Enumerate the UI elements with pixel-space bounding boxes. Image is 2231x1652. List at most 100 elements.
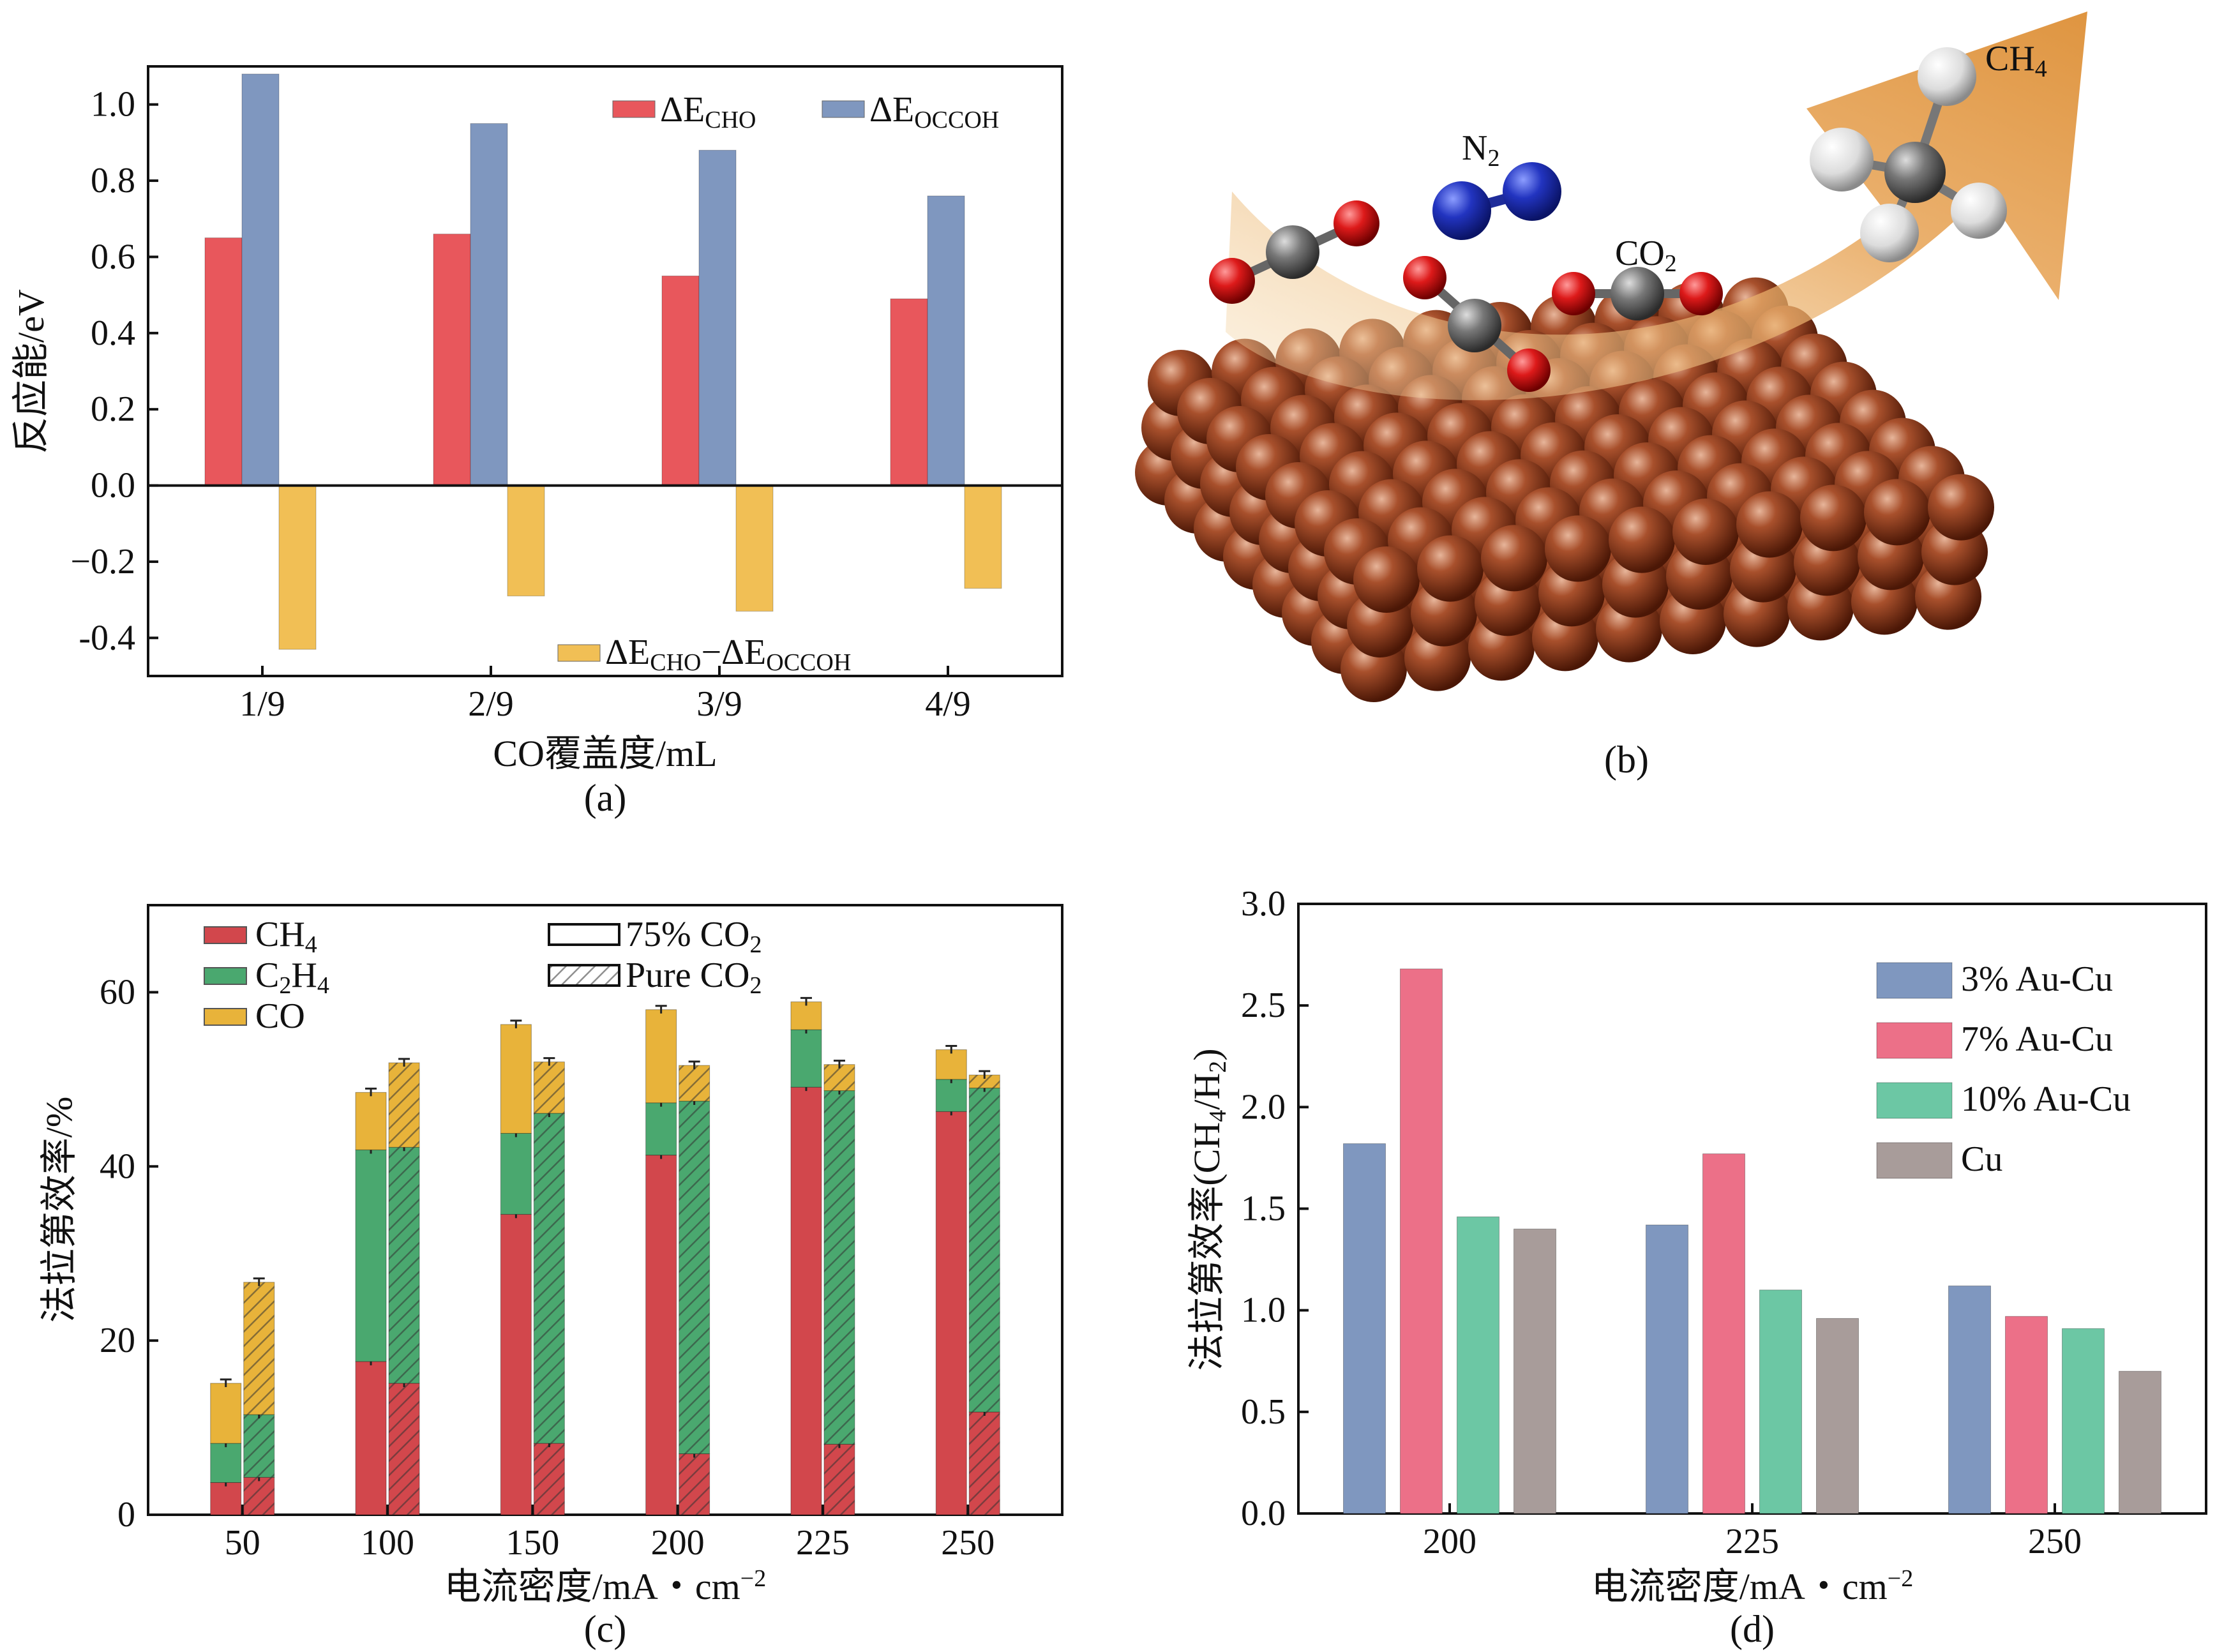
bar-200-7-au-cu (1400, 968, 1443, 1514)
x-tick-label: 250 (2028, 1522, 2082, 1561)
legend-label-cu: Cu (1961, 1139, 2002, 1179)
y-tick-label: 3.0 (1241, 884, 1286, 924)
x-tick-label: 4/9 (925, 684, 971, 724)
cu-atom (1353, 546, 1420, 613)
bar-3-9-e-occoh (698, 149, 737, 486)
bar-4-9-e-occoh (927, 195, 965, 486)
legend-label-10-au-cu: 10% Au-Cu (1961, 1079, 2131, 1119)
x-tick-label: 100 (361, 1523, 414, 1563)
x-tick-label: 225 (1725, 1522, 1779, 1561)
bar-hatch-overlay (679, 1065, 710, 1101)
bar-hatch-overlay (243, 1415, 274, 1478)
bar-225-75-c2h4 (790, 1029, 822, 1088)
cu-atom (1800, 484, 1867, 552)
bar-1-9-e-cho (204, 237, 243, 486)
bar-225-75-ch4 (790, 1086, 822, 1515)
legend-swatch-7-au-cu (1876, 1022, 1953, 1059)
panel-c-x-ticks: 50 100 150 200 225 250 (225, 1505, 995, 1563)
bar-225-3-au-cu (1646, 1224, 1688, 1514)
bar-3-9-e-cho-e-occoh (735, 485, 774, 612)
legend-label-c2h4: C2H4 (255, 956, 329, 999)
legend-swatch-co (204, 1008, 247, 1026)
bar-100-75-ch4 (355, 1361, 387, 1515)
panel-a-y-label: 反应能/eV (10, 289, 52, 454)
panel-c: 0 20 40 60 50 100 150 200 225 250 CH4 C2H4 CO 75… (38, 904, 1063, 1650)
cu-atom (1864, 479, 1930, 546)
x-tick-label: 3/9 (696, 684, 742, 724)
bar-225-75-co (790, 1001, 822, 1030)
y-tick-label: 0.0 (91, 466, 135, 506)
legend-swatch-pure-co2 (548, 964, 620, 987)
bar-hatch-overlay (243, 1282, 274, 1415)
y-tick-label: -0.4 (79, 618, 135, 657)
bar-hatch-overlay (534, 1113, 565, 1444)
y-tick-label: 1.0 (91, 85, 135, 124)
bar-225-cu (1816, 1318, 1859, 1514)
bar-200-3-au-cu (1343, 1143, 1386, 1514)
y-tick-label: 2.5 (1241, 986, 1286, 1025)
legend-label-dE-diff: ΔECHO−ΔEOCCOH (605, 633, 851, 676)
bar-200-75-co (645, 1009, 677, 1104)
panel-c-frame (147, 904, 1063, 1516)
legend-label-ch4: CH4 (255, 915, 317, 958)
y-tick-label: 40 (100, 1146, 135, 1186)
panel-d-y-label: 法拉第效率(CH4/H2) (1186, 1048, 1231, 1370)
y-tick-label: 60 (100, 972, 135, 1012)
panel-d: 0.0 0.5 1.0 1.5 2.0 2.5 3.0 200 225 250 3% Au-Cu… (1186, 884, 2207, 1650)
cu-atom (1417, 535, 1484, 602)
bar-250-75-co (935, 1049, 967, 1080)
bar-hatch-overlay (823, 1090, 855, 1445)
x-tick-label: 200 (651, 1523, 705, 1563)
bar-hatch-overlay (823, 1064, 855, 1091)
bar-1-9-e-occoh (241, 73, 280, 486)
panel-a-x-label: CO覆盖度/mL (493, 733, 717, 774)
panel-a-y-ticks: -0.4 −0.2 0.0 0.2 0.4 0.6 0.8 1.0 (70, 85, 158, 657)
bar-150-75-c2h4 (500, 1132, 532, 1215)
bar-1-9-e-cho-e-occoh (278, 485, 317, 650)
bar-4-9-e-cho-e-occoh (964, 485, 1002, 589)
bar-hatch-overlay (389, 1383, 420, 1515)
panel-c-y-label: 法拉第效率/% (38, 1097, 80, 1323)
bar-2-9-e-occoh (470, 123, 508, 486)
co2-label: CO2 (1615, 234, 1677, 277)
x-tick-label: 250 (941, 1523, 995, 1563)
bar-200-cu (1514, 1228, 1556, 1514)
bar-2-9-e-cho (433, 234, 471, 486)
bar-50-75-co (210, 1383, 242, 1444)
panel-d-bars (1343, 968, 2161, 1514)
y-tick-label: 1.5 (1241, 1189, 1286, 1229)
legend-swatch-dE-CHO (612, 100, 656, 118)
legend-swatch-ch4 (204, 926, 247, 944)
panel-c-caption: (c) (584, 1608, 627, 1650)
cu-atom (1672, 499, 1739, 565)
x-tick-label: 1/9 (239, 684, 285, 724)
legend-label-75co2: 75% CO2 (626, 915, 762, 958)
y-tick-label: 0.5 (1241, 1392, 1286, 1432)
bar-hatch-overlay (243, 1477, 274, 1515)
panel-d-legend: 3% Au-Cu 7% Au-Cu 10% Au-Cu Cu (1876, 959, 2131, 1179)
cu-atom (1928, 474, 1994, 541)
panel-a-bars (204, 73, 1002, 650)
panel-c-bars (210, 996, 1000, 1515)
bar-150-75-co (500, 1024, 532, 1134)
bar-250-75-c2h4 (935, 1079, 967, 1112)
panel-a-x-ticks: 1/9 2/9 3/9 4/9 (239, 666, 971, 724)
bar-hatch-overlay (969, 1412, 1000, 1515)
co2-molecule-left (1209, 200, 1379, 304)
ch4-molecule (1810, 47, 2007, 262)
bar-hatch-overlay (534, 1062, 565, 1114)
y-tick-label: 0.2 (91, 389, 135, 429)
y-tick-label: 0.0 (1241, 1494, 1286, 1533)
bar-200-10-au-cu (1457, 1216, 1499, 1514)
panel-d-x-label: 电流密度/mA・cm−2 (1591, 1565, 1913, 1607)
legend-swatch-3-au-cu (1876, 962, 1953, 999)
bar-225-7-au-cu (1702, 1153, 1745, 1514)
y-tick-label: 2.0 (1241, 1087, 1286, 1127)
bar-4-9-e-cho (890, 298, 928, 486)
legend-swatch-cu (1876, 1142, 1953, 1179)
y-tick-label: 1.0 (1241, 1291, 1286, 1330)
bar-150-75-ch4 (500, 1213, 532, 1515)
bar-hatch-overlay (969, 1075, 1000, 1088)
bar-100-75-c2h4 (355, 1149, 387, 1362)
panel-a: -0.4−0.20.00.20.40.60.81.0 1/9 2/9 3/9 4/9 … (10, 65, 1063, 819)
